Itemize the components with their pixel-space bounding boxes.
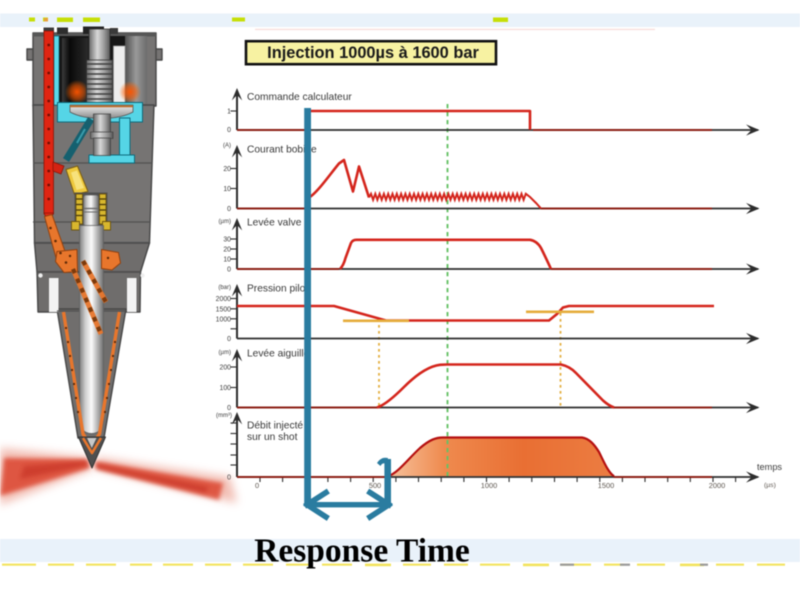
svg-text:0: 0	[227, 336, 231, 343]
svg-text:200: 200	[220, 365, 232, 372]
svg-text:0: 0	[227, 405, 231, 412]
svg-text:Pression pilot: Pression pilot	[247, 284, 308, 295]
svg-text:20: 20	[223, 166, 231, 173]
svg-text:0: 0	[227, 206, 231, 213]
svg-text:Response Time: Response Time	[254, 533, 470, 570]
svg-text:1500: 1500	[598, 481, 614, 490]
svg-text:Débit injecté: Débit injecté	[247, 421, 303, 432]
svg-text:20: 20	[223, 247, 231, 254]
svg-text:30: 30	[223, 237, 231, 244]
svg-text:1000: 1000	[481, 481, 497, 490]
svg-text:100: 100	[220, 385, 232, 392]
svg-text:(µm): (µm)	[219, 219, 231, 225]
svg-text:10: 10	[223, 257, 231, 264]
svg-text:0: 0	[227, 475, 231, 482]
svg-text:Commande calculateur: Commande calculateur	[247, 92, 352, 103]
svg-text:2000: 2000	[709, 481, 725, 490]
svg-text:(µm): (µm)	[219, 350, 231, 356]
svg-text:(µs): (µs)	[764, 482, 776, 489]
svg-text:Levée valve: Levée valve	[247, 218, 302, 229]
svg-text:sur un shot: sur un shot	[247, 432, 298, 443]
svg-text:1000: 1000	[216, 316, 231, 323]
svg-text:(mm³): (mm³)	[216, 413, 232, 419]
svg-text:500: 500	[369, 481, 381, 490]
svg-text:0: 0	[227, 267, 231, 274]
svg-text:2000: 2000	[216, 296, 231, 303]
svg-text:10: 10	[223, 186, 231, 193]
svg-text:1500: 1500	[216, 306, 231, 313]
svg-text:(bar): (bar)	[218, 285, 231, 291]
svg-text:0: 0	[255, 481, 259, 490]
svg-text:Courant bobine: Courant bobine	[247, 145, 317, 156]
svg-text:1: 1	[227, 109, 231, 116]
svg-text:0: 0	[227, 127, 231, 134]
svg-text:Levée aiguille: Levée aiguille	[247, 349, 310, 360]
svg-text:Injection 1000µs à 1600 bar: Injection 1000µs à 1600 bar	[267, 44, 479, 62]
svg-text:(A): (A)	[223, 143, 231, 149]
svg-text:temps: temps	[757, 462, 782, 472]
